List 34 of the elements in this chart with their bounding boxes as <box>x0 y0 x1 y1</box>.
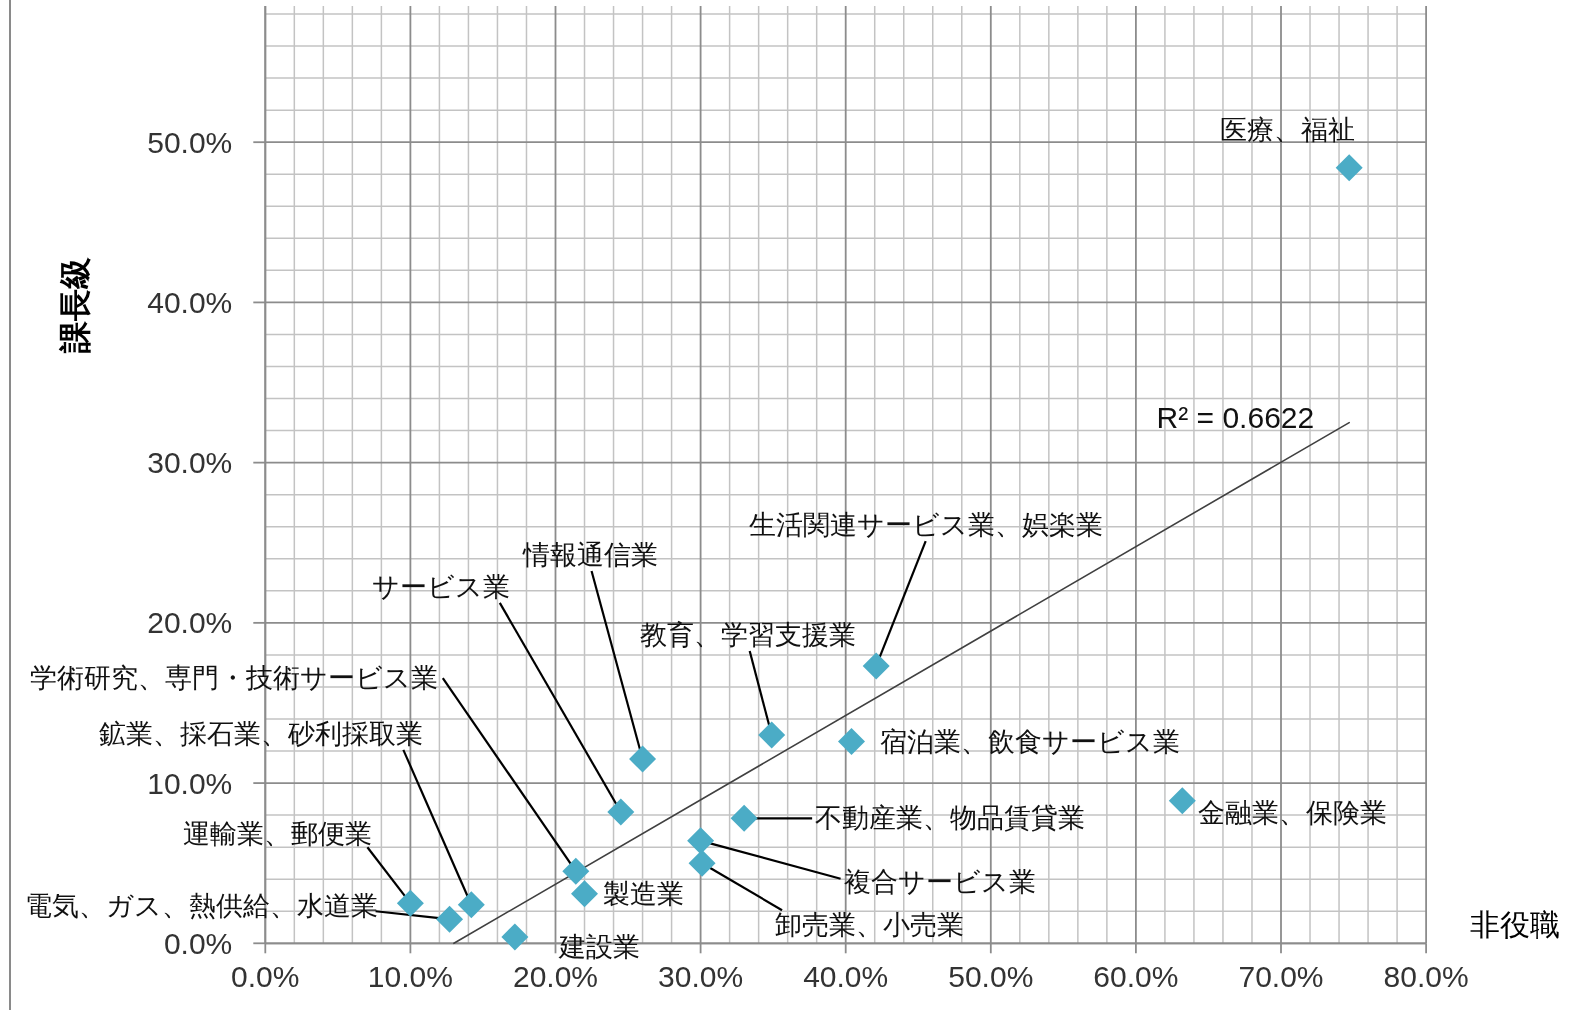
x-tick-label: 30.0% <box>658 960 744 994</box>
x-axis-title: 非役職 <box>1470 907 1560 941</box>
annotation: 生活関連サービス業、娯楽業 <box>749 510 1104 541</box>
annotation: 学術研究、専門・技術サービス業 <box>29 663 438 694</box>
annotation: 不動産業、物品賃貸業 <box>815 803 1086 834</box>
annotation: 電気、ガス、熱供給、水道業 <box>24 891 378 922</box>
y-tick-label: 10.0% <box>147 766 233 800</box>
x-tick-label: 50.0% <box>948 960 1034 994</box>
y-tick-label: 20.0% <box>147 606 233 640</box>
annotation: 卸売業、小売業 <box>775 910 965 941</box>
y-tick-label: 30.0% <box>147 446 233 480</box>
x-tick-label: 40.0% <box>803 960 889 994</box>
annotation: 金融業、保険業 <box>1198 797 1388 828</box>
x-tick-label: 0.0% <box>231 960 300 994</box>
y-tick-label: 40.0% <box>147 285 233 319</box>
annotation: R² = 0.6622 <box>1156 401 1315 435</box>
annotation: 教育、学習支援業 <box>639 620 856 650</box>
y-tick-label: 0.0% <box>163 926 233 960</box>
x-tick-label: 20.0% <box>512 960 599 994</box>
annotation: 運輸業、郵便業 <box>183 819 373 850</box>
annotation: 宿泊業、飲食サービス業 <box>879 727 1180 758</box>
annotation: 情報通信業 <box>522 540 658 571</box>
x-tick-label: 70.0% <box>1238 960 1324 994</box>
x-tick-label: 10.0% <box>367 960 453 994</box>
annotation: 医療、福祉 <box>1219 114 1355 145</box>
y-axis-title: 課長級 <box>57 257 93 353</box>
annotation: 鉱業、採石業、砂利採取業 <box>99 718 424 749</box>
x-tick-label: 80.0% <box>1383 960 1469 994</box>
annotation: 製造業 <box>602 878 684 909</box>
annotation: サービス業 <box>371 571 510 602</box>
y-tick-label: 50.0% <box>147 125 233 159</box>
x-tick-label: 60.0% <box>1093 960 1179 994</box>
annotation: 複合サービス業 <box>843 866 1036 897</box>
annotation: 建設業 <box>558 931 640 962</box>
